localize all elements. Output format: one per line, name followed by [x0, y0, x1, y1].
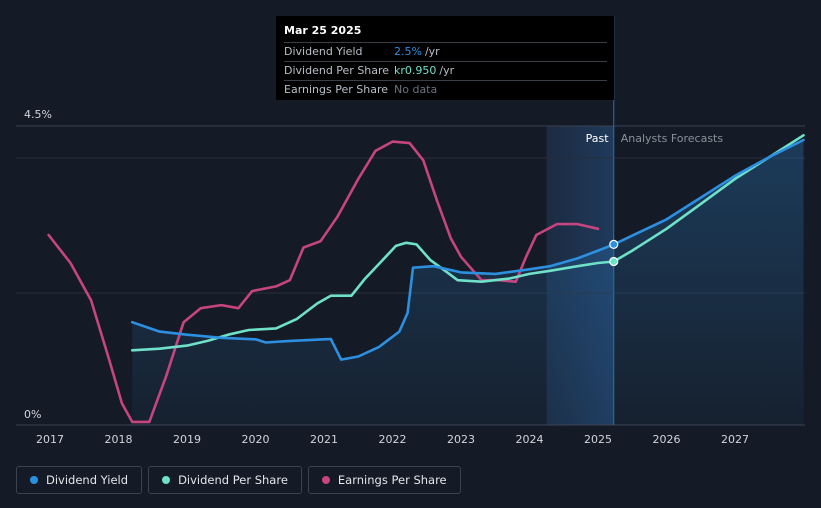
dividend-per-share-dot-icon [162, 476, 171, 484]
tooltip-unit: /yr [439, 64, 455, 77]
tooltip-value: No data [394, 83, 438, 96]
legend-label: Earnings Per Share [337, 473, 447, 487]
legend-label: Dividend Yield [46, 473, 129, 487]
dividend-per-share-line [130, 134, 805, 352]
hover-tooltip: Mar 25 2025 Dividend Yield 2.5% /yr Divi… [276, 16, 614, 100]
x-tick-label: 2018 [105, 433, 133, 446]
x-tick-label: 2027 [721, 433, 749, 446]
dividend-yield-line [130, 138, 805, 361]
tooltip-label: Dividend Per Share [284, 64, 390, 77]
x-tick-label: 2019 [173, 433, 201, 446]
forecast-label: Analysts Forecasts [621, 132, 724, 145]
x-tick-label: 2020 [242, 433, 270, 446]
legend-item-earnings-per-share[interactable]: Earnings Per Share [307, 466, 461, 494]
x-tick-label: 2023 [447, 433, 475, 446]
tooltip-row-dividend-yield: Dividend Yield 2.5% /yr [284, 42, 607, 61]
legend: Dividend Yield Dividend Per Share Earnin… [16, 466, 461, 494]
dividend-yield-dot-icon [30, 476, 38, 484]
tooltip-label: Dividend Yield [284, 45, 363, 58]
tooltip-unit: /yr [424, 45, 440, 58]
y-tick-label: 0% [24, 408, 41, 421]
x-tick-label: 2026 [653, 433, 681, 446]
earnings-per-share-line [47, 140, 600, 424]
earnings-per-share-dot-icon [321, 476, 330, 484]
tooltip-date: Mar 25 2025 [284, 24, 362, 37]
x-tick-label: 2024 [516, 433, 544, 446]
dividend-yield-area [132, 140, 804, 425]
tooltip-value: 2.5% [394, 45, 422, 58]
tooltip-label: Earnings Per Share [284, 83, 389, 96]
y-tick-label: 4.5% [24, 108, 52, 121]
legend-item-dividend-yield[interactable]: Dividend Yield [16, 466, 143, 494]
x-tick-label: 2022 [379, 433, 407, 446]
x-tick-label: 2021 [310, 433, 338, 446]
legend-item-dividend-per-share[interactable]: Dividend Per Share [148, 466, 302, 494]
tooltip-value: kr0.950 [394, 64, 437, 77]
past-label: Past [586, 132, 610, 145]
x-tick-label: 2025 [584, 433, 612, 446]
x-tick-label: 2017 [36, 433, 64, 446]
dividend-per-share-marker [609, 256, 619, 267]
dividend-yield-marker [609, 239, 619, 249]
tooltip-row-earnings-per-share: Earnings Per Share No data [284, 80, 607, 99]
legend-label: Dividend Per Share [178, 473, 288, 487]
tooltip-row-dividend-per-share: Dividend Per Share kr0.950 /yr [284, 61, 607, 80]
